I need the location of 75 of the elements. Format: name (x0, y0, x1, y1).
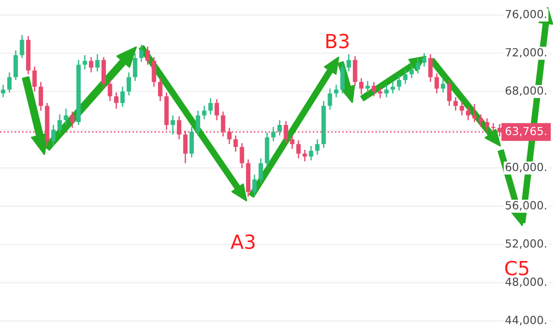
candlestick (233, 134, 238, 152)
candlestick (189, 126, 194, 158)
candlestick (7, 72, 12, 94)
candlestick (403, 68, 408, 84)
y-tick-label: 48,000. (505, 278, 546, 288)
y-tick-label: 52,000. (506, 239, 546, 249)
candlestick (365, 80, 370, 94)
candlestick (472, 103, 477, 123)
candlestick (352, 56, 358, 86)
candlestick (58, 114, 62, 134)
y-tick-label: 60,000. (506, 162, 546, 172)
candlestick (372, 81, 376, 97)
candlestick (214, 98, 219, 121)
candlestick (70, 110, 74, 128)
annotation: C5 (505, 260, 528, 276)
candlestick (252, 174, 257, 196)
candlestick (378, 87, 382, 99)
y-tick-label: 72,000. (506, 48, 546, 58)
candlestick (290, 134, 294, 150)
ref-line-label: 63,765. (506, 126, 546, 136)
candlestick (240, 142, 244, 169)
candlestick (202, 105, 206, 120)
candlestick (120, 86, 125, 108)
candlestick (284, 120, 288, 144)
candlestick (101, 56, 106, 90)
candlestick (315, 138, 320, 156)
y-tick-label: 68,000. (506, 86, 546, 96)
candlestick (334, 84, 338, 98)
candlestick (158, 77, 162, 102)
candlestick (152, 56, 156, 88)
y-tick-label: 44,000. (505, 316, 546, 326)
candlestick (0, 84, 6, 98)
candlestick (340, 62, 345, 94)
candlestick (271, 126, 276, 142)
candlestick (434, 72, 439, 94)
candlestick (145, 46, 150, 66)
candlestick (409, 64, 414, 79)
candlestick (428, 54, 433, 83)
candlestick (484, 118, 490, 132)
candlestick (38, 81, 44, 112)
candlestick (196, 110, 200, 136)
candlestick (139, 44, 144, 62)
candlestick (308, 145, 314, 161)
candlestick (466, 106, 470, 121)
candlestick (258, 158, 263, 184)
annotation: A3 (230, 234, 255, 250)
candlestick (416, 57, 420, 74)
candlestick (170, 114, 176, 136)
annotation: B3 (326, 34, 349, 48)
candlestick (132, 52, 138, 82)
candlestick (422, 52, 426, 68)
candlestick (384, 84, 389, 98)
candlestick (95, 54, 100, 72)
candlestick (453, 96, 458, 112)
candlestick (302, 149, 307, 162)
candlestick (346, 54, 351, 72)
candlestick (296, 140, 301, 160)
candlestick (114, 92, 118, 110)
candlestick (126, 72, 132, 96)
candlestick (277, 120, 282, 136)
candlestick (478, 114, 483, 128)
candlestick (491, 122, 496, 132)
candlestick (82, 54, 88, 70)
candlestick (51, 124, 56, 147)
candlestick (460, 101, 464, 116)
candlestick (14, 50, 18, 81)
candlestick (328, 88, 332, 110)
y-tick-label: 56,000. (506, 201, 546, 211)
y-tick-label: 76,000. (506, 10, 546, 20)
candlestick (447, 79, 452, 106)
candlestick (88, 56, 94, 74)
candlestick (359, 77, 364, 95)
candlestick (390, 81, 395, 94)
candlestick (108, 79, 112, 102)
candlestick (32, 66, 37, 92)
